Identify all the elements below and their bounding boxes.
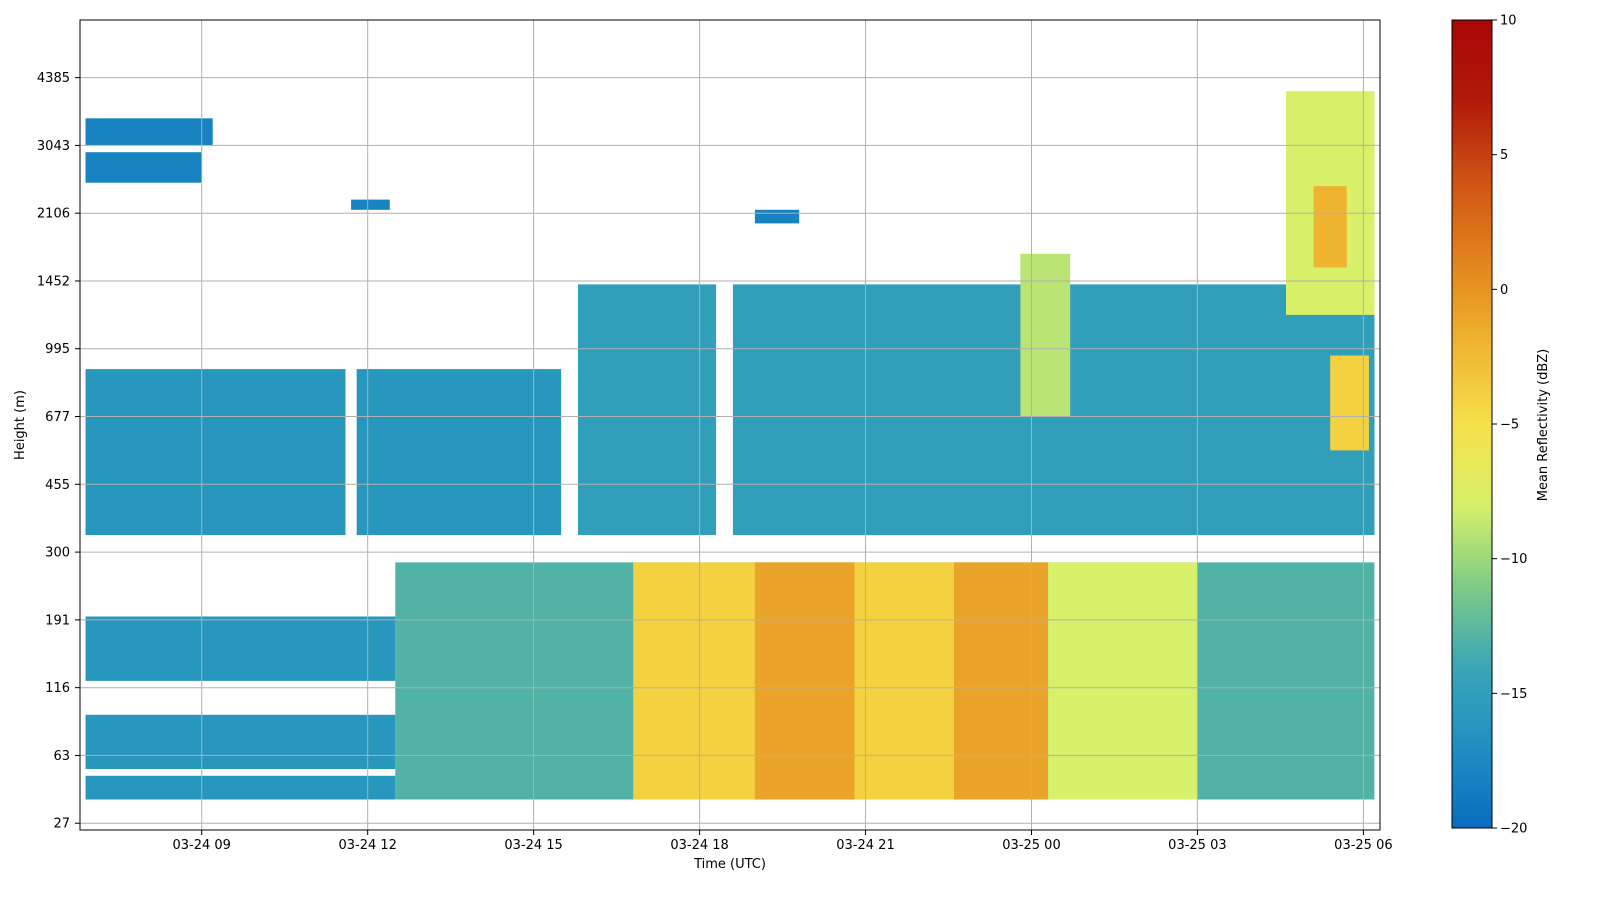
x-axis-ticks: 03-24 09 03-24 12 03-24 15 03-24 18 03-24 21…	[172, 830, 1393, 853]
heatmap-cell-region	[85, 118, 213, 146]
y-tick-label: 677	[45, 410, 70, 425]
x-axis-label: Time (UTC)	[693, 857, 766, 872]
x-tick-label: 03-24 21	[836, 838, 894, 853]
y-tick-label: 455	[45, 478, 70, 493]
colorbar	[1451, 19, 1493, 829]
colorbar-tick-label: −20	[1500, 822, 1527, 837]
heatmap-cell-region	[85, 775, 396, 800]
heatmap-cell-region	[1330, 355, 1369, 451]
y-tick-label: 116	[45, 681, 70, 696]
heatmap-cell-region	[85, 152, 202, 183]
colorbar-label: Mean Reflectivity (dBZ)	[1536, 349, 1551, 502]
heatmap-cell-region	[754, 562, 855, 800]
missing-data-gap	[716, 284, 733, 536]
x-tick-label: 03-24 09	[172, 838, 230, 853]
reflectivity-heatmap	[85, 91, 1375, 800]
y-tick-label: 1452	[37, 275, 70, 290]
y-tick-label: 3043	[37, 139, 70, 154]
colorbar-ticks: 10 5 0 −5 −10 −15 −20	[1492, 14, 1527, 837]
heatmap-cell-region	[85, 369, 346, 536]
x-tick-label: 03-25 03	[1168, 838, 1226, 853]
y-tick-label: 300	[45, 546, 70, 561]
heatmap-cell-region	[1020, 253, 1071, 417]
heatmap-cell-region	[351, 199, 390, 210]
colorbar-tick-label: −15	[1500, 687, 1527, 702]
y-axis-ticks: 27 63 116 191 300 455 677 995 1452 2106 3043 4385	[37, 71, 80, 832]
heatmap-cell-region	[1313, 186, 1347, 268]
heatmap-cell-region	[85, 616, 396, 681]
plot-frame	[79, 19, 1381, 831]
heatmap-cell-region	[356, 369, 562, 536]
y-tick-label: 4385	[37, 71, 70, 86]
x-tick-label: 03-24 15	[504, 838, 562, 853]
y-tick-label: 995	[45, 342, 70, 357]
data-gaps	[80, 284, 1380, 830]
x-tick-label: 03-24 12	[338, 838, 396, 853]
heatmap-cell-region	[954, 562, 1048, 800]
y-tick-label: 63	[53, 749, 70, 764]
colorbar-tick-label: 5	[1500, 148, 1508, 163]
x-tick-label: 03-24 18	[670, 838, 728, 853]
colorbar-tick-label: 10	[1500, 14, 1517, 29]
colorbar-tick-label: 0	[1500, 283, 1508, 298]
y-tick-label: 27	[53, 817, 70, 832]
missing-data-gap	[80, 799, 1380, 830]
missing-data-gap	[80, 535, 1380, 563]
x-tick-label: 03-25 06	[1334, 838, 1392, 853]
colorbar-tick-label: −5	[1500, 418, 1519, 433]
x-tick-label: 03-25 00	[1002, 838, 1060, 853]
missing-data-gap	[561, 284, 578, 536]
y-tick-label: 2106	[37, 207, 70, 222]
y-axis-label: Height (m)	[13, 390, 28, 460]
colorbar-tick-label: −10	[1500, 552, 1527, 567]
heatmap-cell-region	[85, 714, 396, 769]
heatmap-cell-region	[1048, 562, 1198, 800]
grid-lines	[80, 20, 1380, 830]
missing-data-gap	[345, 369, 357, 536]
heatmap-cell-region	[577, 284, 717, 536]
y-tick-label: 191	[45, 613, 70, 628]
heatmap-cell-region	[754, 209, 800, 224]
